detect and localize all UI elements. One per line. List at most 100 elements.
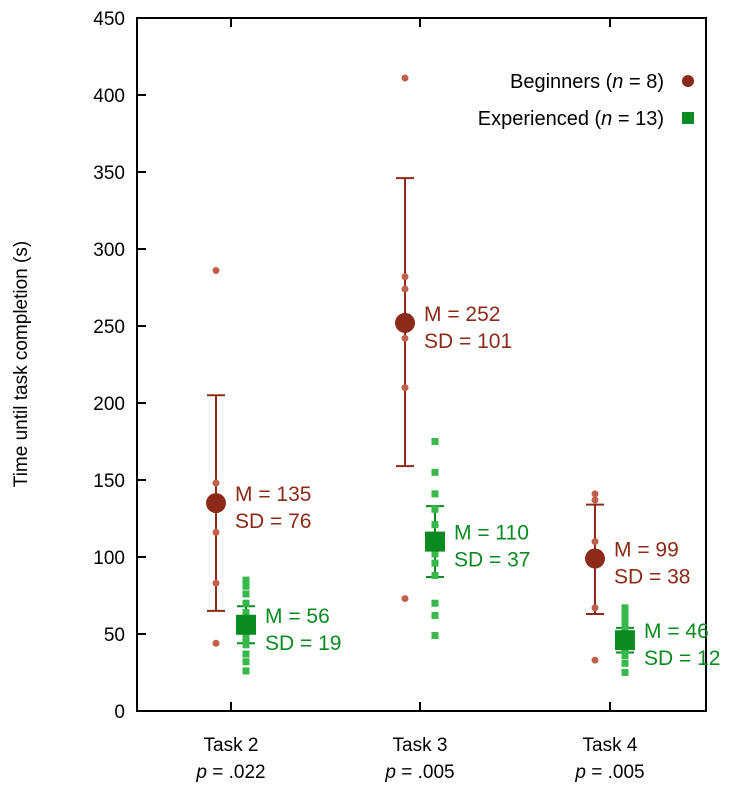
- y-tick-label: 400: [93, 86, 125, 107]
- x-category-label: Task 3: [393, 735, 448, 756]
- data-point: [591, 538, 599, 546]
- mean-label: M = 46: [644, 620, 709, 643]
- data-point: [401, 74, 409, 82]
- data-point: [242, 608, 250, 616]
- legend-text: Experienced (: [478, 108, 602, 130]
- data-point: [431, 468, 439, 476]
- data-point: [212, 528, 220, 536]
- data-point: [591, 604, 599, 612]
- data-point: [621, 647, 629, 655]
- sd-label: SD = 19: [265, 632, 341, 655]
- data-point: [242, 590, 250, 598]
- data-point: [621, 608, 629, 616]
- p-value: = .005: [396, 762, 455, 783]
- data-point: [401, 334, 409, 342]
- sd-label: SD = 38: [614, 566, 690, 589]
- sd-label: SD = 76: [235, 510, 311, 533]
- sd-label: SD = 12: [644, 647, 720, 670]
- experienced-group: M = 46 SD = 12: [615, 604, 720, 676]
- data-point: [242, 650, 250, 658]
- beginners-group: M = 135 SD = 76: [206, 267, 311, 647]
- data-point: [212, 479, 220, 487]
- data-point: [401, 384, 409, 392]
- data-point: [212, 579, 220, 587]
- series-experienced: M = 56 SD = 19 M = 110 SD = 37 M = 46 SD = 12: [236, 438, 720, 676]
- legend-text: = 13): [612, 108, 664, 130]
- data-point: [242, 635, 250, 643]
- data-point: [431, 612, 439, 620]
- mean-marker: [615, 630, 635, 651]
- data-point: [242, 641, 250, 649]
- mean-label: M = 252: [424, 303, 500, 326]
- legend-marker-experienced: [682, 112, 694, 124]
- x-p-value-label: p = .005: [384, 762, 454, 783]
- legend-text: = 8): [623, 71, 664, 93]
- data-point: [431, 550, 439, 558]
- sd-label: SD = 101: [424, 330, 512, 353]
- y-tick-label: 100: [93, 548, 125, 569]
- p-value: = .005: [586, 762, 645, 783]
- data-point: [242, 599, 250, 607]
- mean-label: M = 56: [265, 605, 330, 628]
- data-point: [431, 571, 439, 579]
- x-category-label: Task 4: [583, 735, 638, 756]
- series-beginners: M = 135 SD = 76 M = 252 SD = 101 M = 99 SD = …: [206, 74, 690, 664]
- beginners-group: M = 99 SD = 38: [585, 490, 690, 664]
- legend-marker-beginners: [682, 75, 694, 87]
- x-p-value-label: p = .022: [195, 762, 265, 783]
- data-point: [212, 639, 220, 647]
- mean-marker: [425, 531, 445, 552]
- legend-n: n: [601, 108, 612, 130]
- data-point: [401, 285, 409, 293]
- legend-label-beginners: Beginners (n = 8): [510, 71, 664, 93]
- y-axis-title: Time until task completion (s): [11, 241, 32, 487]
- data-point: [621, 604, 629, 612]
- p-symbol: p: [574, 762, 586, 783]
- p-value: = .022: [207, 762, 266, 783]
- sd-label: SD = 37: [454, 549, 530, 572]
- y-tick-label: 450: [93, 9, 125, 30]
- legend-text: Beginners (: [510, 71, 613, 93]
- data-point: [431, 599, 439, 607]
- data-point: [431, 521, 439, 529]
- plot-frame: [136, 17, 707, 712]
- beginners-group: M = 252 SD = 101: [395, 74, 512, 603]
- y-tick-label: 300: [93, 240, 125, 261]
- chart-marks: M = 135 SD = 76 M = 252 SD = 101 M = 99 SD = …: [206, 74, 720, 676]
- data-point: [621, 659, 629, 667]
- mean-label: M = 99: [614, 539, 679, 562]
- y-tick-label: 250: [93, 317, 125, 338]
- data-point: [621, 625, 629, 633]
- data-point: [242, 576, 250, 584]
- data-point: [621, 613, 629, 621]
- data-point: [212, 267, 220, 275]
- data-point: [431, 559, 439, 567]
- experienced-group: M = 110 SD = 37: [425, 438, 530, 640]
- x-axis: Task 2 p = .022 Task 3 p = .005 Task 4 p = .0…: [195, 18, 645, 783]
- mean-marker: [395, 312, 415, 333]
- mean-label: M = 110: [454, 522, 529, 545]
- mean-label: M = 135: [235, 483, 311, 506]
- p-symbol: p: [384, 762, 396, 783]
- legend-n: n: [612, 71, 623, 93]
- data-point: [621, 652, 629, 660]
- data-point: [401, 595, 409, 603]
- data-point: [431, 632, 439, 640]
- legend-label-experienced: Experienced (n = 13): [478, 108, 664, 130]
- data-point: [591, 490, 599, 498]
- mean-marker: [236, 614, 256, 635]
- legend: Beginners (n = 8)Experienced (n = 13): [478, 71, 694, 130]
- data-point: [431, 438, 439, 445]
- data-point: [242, 658, 250, 666]
- mean-marker: [206, 493, 226, 514]
- y-tick-label: 150: [93, 471, 125, 492]
- y-tick-label: 0: [114, 702, 125, 723]
- x-p-value-label: p = .005: [574, 762, 644, 783]
- data-point: [591, 496, 599, 504]
- data-point: [621, 619, 629, 627]
- p-symbol: p: [195, 762, 207, 783]
- data-point: [431, 490, 439, 498]
- y-tick-label: 50: [104, 625, 125, 646]
- mean-marker: [585, 548, 605, 569]
